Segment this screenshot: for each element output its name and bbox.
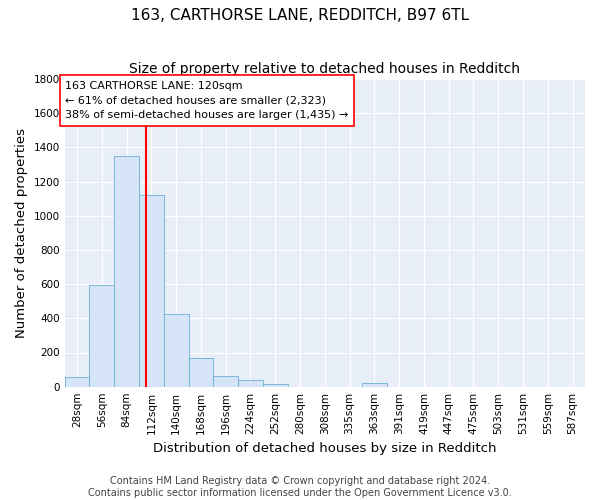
Bar [65, 378, 89, 386]
Text: Contains HM Land Registry data © Crown copyright and database right 2024.
Contai: Contains HM Land Registry data © Crown c… [88, 476, 512, 498]
Bar [139, 196, 164, 386]
Bar [263, 384, 287, 386]
Title: Size of property relative to detached houses in Redditch: Size of property relative to detached ho… [130, 62, 520, 76]
Y-axis label: Number of detached properties: Number of detached properties [15, 128, 28, 338]
Bar [114, 156, 139, 386]
Bar [238, 380, 263, 386]
Text: 163 CARTHORSE LANE: 120sqm
← 61% of detached houses are smaller (2,323)
38% of s: 163 CARTHORSE LANE: 120sqm ← 61% of deta… [65, 81, 349, 120]
Bar [89, 285, 114, 386]
Bar [362, 384, 387, 386]
Bar [164, 314, 188, 386]
Text: 163, CARTHORSE LANE, REDDITCH, B97 6TL: 163, CARTHORSE LANE, REDDITCH, B97 6TL [131, 8, 469, 22]
Bar [188, 358, 214, 386]
X-axis label: Distribution of detached houses by size in Redditch: Distribution of detached houses by size … [153, 442, 497, 455]
Bar [214, 376, 238, 386]
